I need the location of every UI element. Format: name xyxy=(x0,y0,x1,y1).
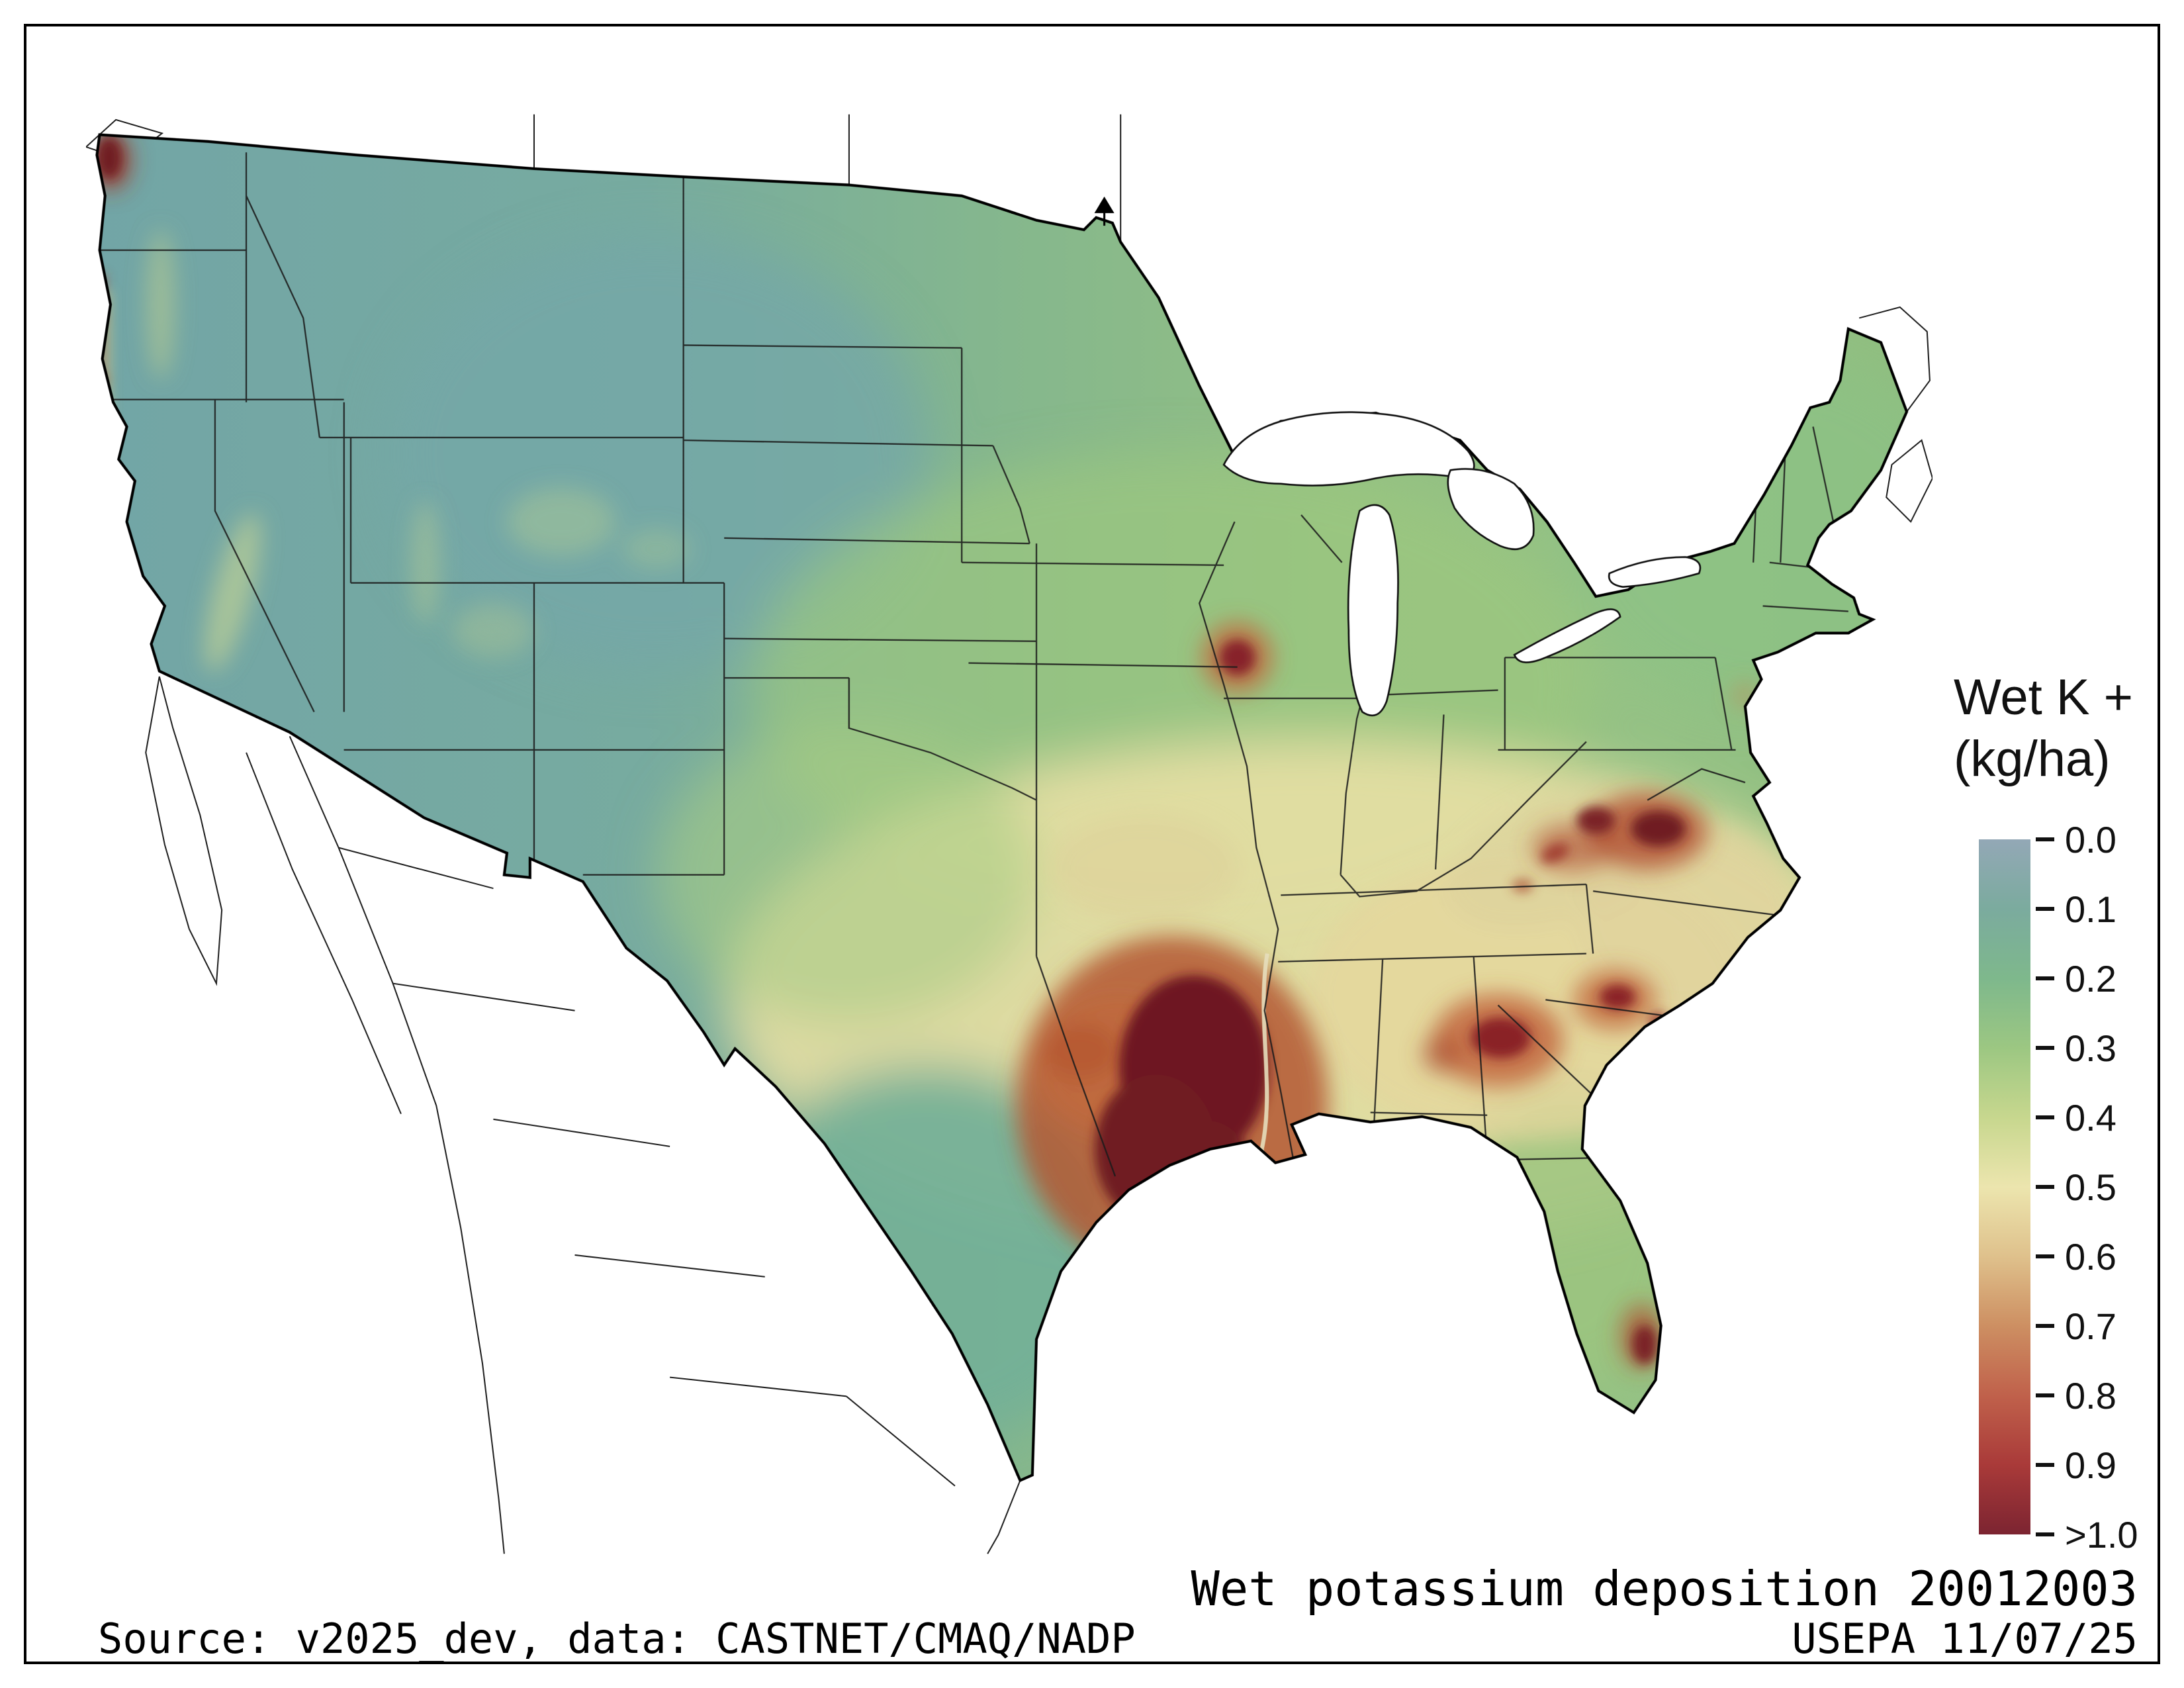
legend-tick-mark xyxy=(2036,1532,2054,1536)
legend-tick: 0.5 xyxy=(2036,1166,2116,1208)
baja-california xyxy=(145,676,223,986)
hotspot-oregon-coast xyxy=(97,274,107,533)
legend-tick-mark xyxy=(2036,1463,2054,1467)
hotspot-olympic-core xyxy=(97,137,122,179)
legend-tick-mark xyxy=(2036,1185,2054,1189)
legend-tick: >1.0 xyxy=(2036,1513,2138,1556)
legend-tick-mark xyxy=(2036,1324,2054,1328)
agency-caption: USEPA 11/07/25 xyxy=(1792,1615,2138,1663)
new-brunswick-outline xyxy=(1858,306,1931,412)
legend-tick: 0.7 xyxy=(2036,1305,2116,1347)
map-title: Wet potassium deposition 20012003 xyxy=(1191,1561,2138,1617)
legend-tick: 0.4 xyxy=(2036,1096,2116,1139)
legend-tick: 0.2 xyxy=(2036,957,2116,1000)
lake-huron xyxy=(1447,468,1535,550)
lake-michigan xyxy=(1347,504,1399,717)
border-marker xyxy=(1094,196,1115,226)
legend-title-line2: (kg/ha) xyxy=(1954,730,2111,787)
legend-tick-label: 0.5 xyxy=(2065,1166,2116,1208)
hotspot-texas-coast-halo xyxy=(1109,1268,1154,1301)
legend-tick-mark xyxy=(2036,1115,2054,1119)
legend-tick-label: 0.7 xyxy=(2065,1305,2116,1347)
legend-tick-mark xyxy=(2036,907,2054,911)
hotspot-south-florida-core xyxy=(1632,1325,1657,1364)
deposition-raster xyxy=(97,134,1907,1481)
legend-bar xyxy=(1979,839,2030,1534)
legend-tick-mark xyxy=(2036,1254,2054,1258)
legend-title-line1: Wet K + xyxy=(1954,669,2134,726)
us-deposition-map xyxy=(86,114,1933,1554)
great-lakes xyxy=(1222,411,1702,717)
nova-scotia-outline xyxy=(1886,439,1933,523)
legend-ticks: 0.0 0.1 0.2 0.3 0.4 0.5 0.6 0.7 0.8 0.9 >1.0 xyxy=(2036,819,2184,1556)
legend-tick: 0.1 xyxy=(2036,888,2116,930)
legend-tick-label: 0.0 xyxy=(2065,818,2116,861)
legend-tick-label: 0.2 xyxy=(2065,957,2116,1000)
legend-tick-label: 0.4 xyxy=(2065,1096,2116,1139)
legend-tick-mark xyxy=(2036,837,2054,841)
legend-tick: 0.0 xyxy=(2036,818,2116,861)
legend-tick-label: 0.1 xyxy=(2065,888,2116,930)
legend-tick-label: 0.3 xyxy=(2065,1027,2116,1069)
legend-tick: 0.3 xyxy=(2036,1027,2116,1069)
source-caption: Source: v2025_dev, data: CASTNET/CMAQ/NA… xyxy=(98,1615,1136,1663)
lake-ontario xyxy=(1608,556,1702,588)
legend-colorbar: 0.0 0.1 0.2 0.3 0.4 0.5 0.6 0.7 0.8 0.9 >1.0 xyxy=(1979,819,2138,1556)
legend-tick-mark xyxy=(2036,1046,2054,1050)
lake-superior xyxy=(1222,411,1475,487)
legend-tick-label: 0.8 xyxy=(2065,1374,2116,1417)
hotspot-georgia-core xyxy=(1471,1017,1531,1058)
hotspot-south-carolina-core xyxy=(1600,984,1635,1009)
legend-tick-mark xyxy=(2036,976,2054,980)
legend-tick-mark xyxy=(2036,1393,2054,1397)
lake-erie xyxy=(1513,608,1621,663)
mississippi-river-line xyxy=(1259,953,1272,1201)
legend-tick-label: 0.9 xyxy=(2065,1444,2116,1486)
mexico-outline xyxy=(145,676,1021,1554)
legend-tick-label: 0.6 xyxy=(2065,1235,2116,1278)
hotspot-north-carolina-core xyxy=(1631,811,1686,847)
legend-title: Wet K + (kg/ha) xyxy=(1954,667,2172,790)
legend-tick: 0.8 xyxy=(2036,1374,2116,1417)
legend-tick: 0.9 xyxy=(2036,1444,2116,1486)
plot-frame xyxy=(24,24,2160,1664)
legend-tick: 0.6 xyxy=(2036,1235,2116,1278)
hotspot-iowa-core xyxy=(1219,639,1255,675)
legend-tick-label: >1.0 xyxy=(2065,1513,2138,1556)
